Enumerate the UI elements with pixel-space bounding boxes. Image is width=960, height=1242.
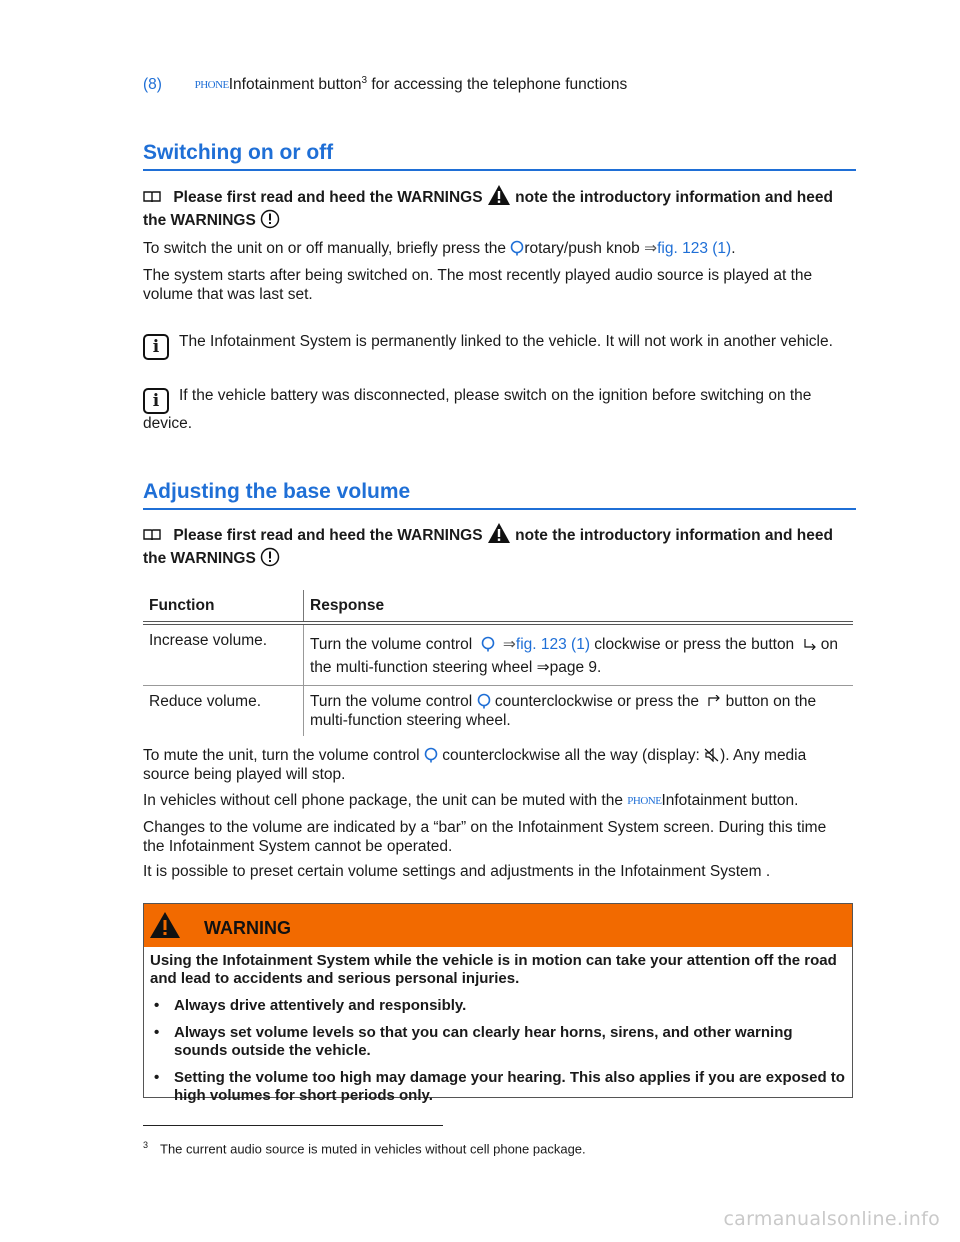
note-2-text: If the vehicle battery was disconnected,… (143, 387, 812, 432)
warning-title: WARNING (204, 918, 291, 938)
footnote: 3 The current audio source is muted in ve… (143, 1140, 586, 1156)
rotary-knob-icon (424, 747, 438, 763)
note-1-text: The Infotainment System is permanently l… (179, 333, 833, 350)
table-row: Increase volume. Turn the volume control… (143, 623, 853, 686)
warning-header: WARNING (144, 904, 852, 947)
mute-text-b: counterclockwise all the way (display: (437, 747, 705, 764)
item-8-text-a: Infotainment button (228, 76, 362, 94)
item-8-line: (8) PHONEInfotainment button3 for access… (143, 71, 627, 95)
warning-bullet: Setting the volume too high may damage y… (150, 1069, 846, 1105)
book-icon (143, 191, 161, 203)
warning-body: Using the Infotainment System while the … (144, 947, 852, 1119)
response-text-c: button on the multi-function steering wh… (310, 693, 817, 729)
preset-paragraph: It is possible to preset certain volume … (143, 863, 771, 880)
page-ref: ⇒page 9. (532, 659, 602, 676)
watermark: carmanualsonline.info (723, 1208, 940, 1230)
info-icon: i (143, 334, 169, 360)
table-row: Reduce volume. Turn the volume control c… (143, 685, 853, 736)
warning-bullet: Always set volume levels so that you can… (150, 1024, 846, 1060)
footnote-text: The current audio source is muted in veh… (160, 1141, 586, 1157)
notice-circle-icon (260, 209, 280, 229)
volume-up-button-icon (803, 639, 816, 651)
phone-button-glyph: PHONE (627, 795, 662, 807)
no-phone-text-b: Infotainment button. (661, 792, 799, 809)
phone-button-glyph: PHONE (194, 79, 230, 92)
fig-123-link[interactable]: fig. 123 (1) (657, 240, 732, 257)
mute-text-c: ). Any media source being played will st… (143, 747, 807, 783)
warnings-text-b: note the introductory information and he… (515, 527, 833, 544)
warning-box: WARNING Using the Infotainment System wh… (143, 903, 853, 1104)
col-header-response: Response (303, 590, 853, 623)
muted-speaker-icon (704, 747, 719, 763)
ref-arrow: ⇒ (644, 240, 658, 257)
cell-function: Increase volume. (149, 632, 268, 649)
warnings-notice-1: Please first read and heed the WARNINGS … (143, 184, 853, 232)
item-8-text-b: for accessing the telephone functions (367, 76, 628, 94)
warnings-notice-2: Please first read and heed the WARNINGS … (143, 522, 853, 570)
cell-function: Reduce volume. (149, 693, 262, 710)
mute-paragraph: To mute the unit, turn the volume contro… (143, 746, 833, 784)
warnings-text-a: Please first read and heed the WARNINGS (173, 527, 483, 544)
rotary-knob-icon (511, 240, 524, 256)
section-title-base-volume: Adjusting the base volume (143, 480, 856, 510)
item-number: (8) (143, 76, 162, 94)
rotary-knob-icon (477, 693, 490, 709)
rotary-knob-icon (481, 636, 494, 652)
footnote-ref: 3 (361, 75, 368, 86)
response-text-a: Turn the volume control (310, 693, 473, 710)
section-title-switching: Switching on or off (143, 141, 856, 171)
cell-response: Turn the volume control ⇒fig. 123 (1) cl… (303, 623, 853, 686)
table-header-row: Function Response (143, 590, 853, 623)
warning-triangle-icon (487, 523, 510, 543)
warnings-text-c: the WARNINGS (143, 550, 256, 567)
p1-end: . (731, 240, 736, 257)
response-text-b: clockwise or press the button (590, 636, 795, 653)
mute-text-a: To mute the unit, turn the volume contro… (143, 747, 420, 764)
no-phone-text-a: In vehicles without cell phone package, … (143, 792, 623, 809)
response-text-a: Turn the volume control (310, 636, 473, 653)
warning-bullet: Always drive attentively and responsibly… (150, 997, 846, 1015)
footnote-number: 3 (143, 1140, 149, 1150)
response-text-b: counterclockwise or press the (490, 693, 700, 710)
warnings-text-a: Please first read and heed the WARNINGS (173, 189, 483, 206)
footnote-divider (143, 1125, 443, 1126)
book-icon (143, 529, 161, 541)
info-icon: i (143, 388, 169, 414)
fig-123-link[interactable]: fig. 123 (1) (515, 636, 590, 653)
warning-triangle-icon (487, 185, 510, 205)
volume-table: Function Response Increase volume. Turn … (143, 590, 853, 736)
volume-bar-paragraph: Changes to the volume are indicated by a… (143, 819, 827, 855)
notice-circle-icon (260, 547, 280, 567)
switch-paragraph-2: The system starts after being switched o… (143, 267, 813, 303)
p1-text-b: rotary/push knob (524, 240, 640, 257)
note-battery: i If the vehicle battery was disconnected… (143, 386, 833, 433)
col-header-function: Function (149, 597, 215, 614)
note-linked-vehicle: i The Infotainment System is permanently … (143, 332, 863, 360)
no-phone-paragraph: In vehicles without cell phone package, … (143, 791, 843, 811)
response-text-c: on the multi-function steering wheel (310, 636, 839, 676)
warnings-text-b: note the introductory information and he… (515, 189, 833, 206)
warning-intro: Using the Infotainment System while the … (150, 952, 837, 987)
warning-triangle-icon (150, 912, 180, 938)
cell-response: Turn the volume control counterclockwise… (303, 685, 853, 736)
warnings-text-c: the WARNINGS (143, 212, 256, 229)
volume-down-button-icon (708, 694, 721, 706)
switch-paragraph-1: To switch the unit on or off manually, b… (143, 239, 843, 258)
ref-arrow: ⇒ (502, 636, 516, 653)
p1-text-a: To switch the unit on or off manually, b… (143, 240, 506, 257)
